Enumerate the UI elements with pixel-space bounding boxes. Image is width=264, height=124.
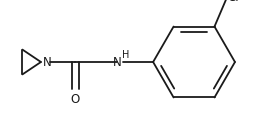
Text: N: N [113, 56, 122, 68]
Text: Cl: Cl [228, 0, 239, 4]
Text: H: H [122, 50, 130, 60]
Text: O: O [70, 93, 80, 106]
Text: N: N [43, 56, 52, 68]
